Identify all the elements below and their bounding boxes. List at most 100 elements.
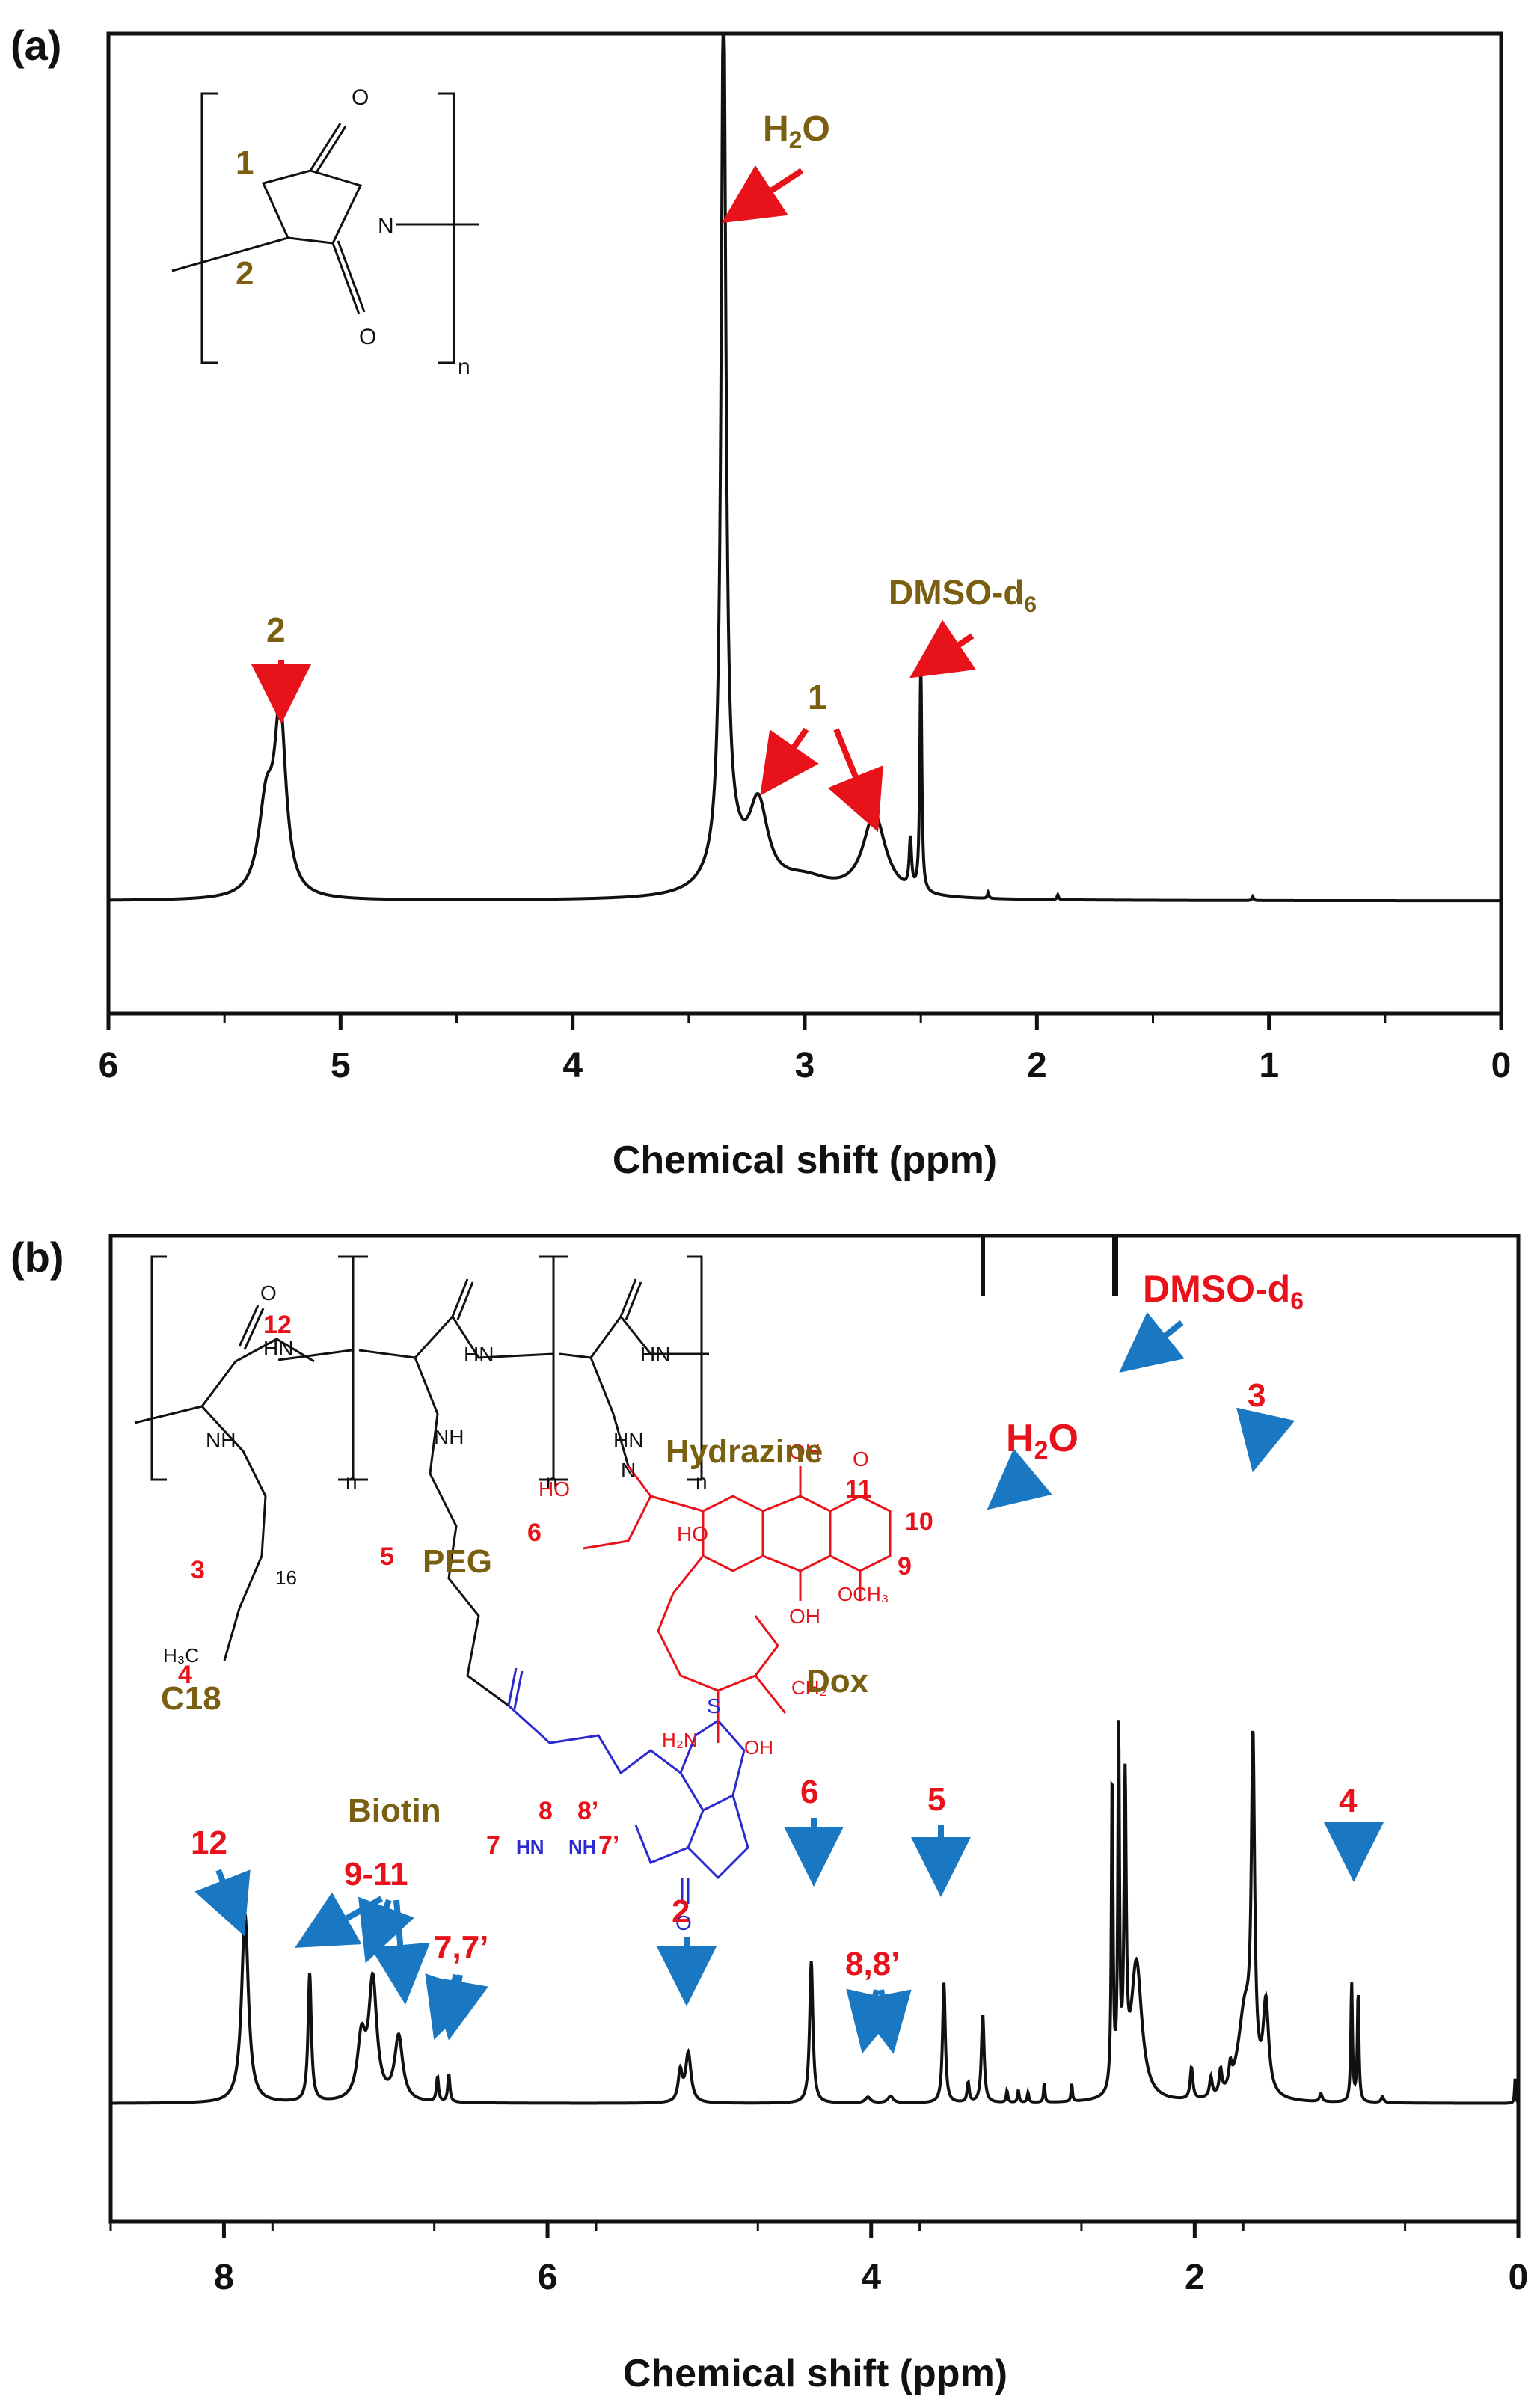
atom-o-biotin: O: [675, 1911, 692, 1934]
dox-unit: [583, 1465, 892, 1743]
succinimide-ring: [261, 169, 363, 245]
h3c: H₃C: [163, 1644, 199, 1667]
x-tick-label: 5: [331, 1046, 351, 1085]
repeat-n: n: [458, 355, 470, 379]
num-3: 3: [191, 1556, 205, 1584]
x-tick-label: 4: [562, 1046, 583, 1085]
atom-o-bottom: O: [359, 325, 376, 349]
atom-hn-n: HN: [613, 1429, 643, 1452]
panel-b-xlabel: Chemical shift (ppm): [623, 2352, 1007, 2395]
x-tick-label: 3: [795, 1046, 815, 1085]
num-11: 11: [845, 1475, 872, 1504]
x-tick-label: 8: [214, 2258, 234, 2297]
atom-n: N: [378, 214, 394, 239]
x-tick-label: 2: [1027, 1046, 1047, 1085]
a-peak-1-arrow-right: [827, 728, 883, 833]
struct-label-2: 2: [236, 255, 254, 292]
atom-nh-1: NH: [206, 1429, 236, 1452]
b-h2o-peak-top: [981, 1236, 985, 1296]
x-tick-label: 6: [538, 2258, 558, 2297]
a-dmso-label: DMSO-d6: [889, 573, 1037, 617]
b-peak-8-8p-arrow-b: [853, 1989, 912, 2054]
b-peak-12-label: 12: [191, 1825, 227, 1861]
panel-b: (b) 8 6 4 2 0 Chemical shift (ppm): [10, 1234, 1528, 2395]
num-7: 7: [486, 1831, 500, 1860]
label-hydrazine: Hydrazine: [666, 1433, 823, 1470]
struct-label-1: 1: [236, 144, 254, 181]
b-peak-4-label: 4: [1339, 1783, 1358, 1819]
a-peak-1-label: 1: [808, 678, 827, 717]
b-peak-3-label: 3: [1248, 1377, 1266, 1414]
atom-ch2: CH₂: [791, 1676, 827, 1699]
bracket-left: [200, 92, 218, 364]
panel-a-frame: [106, 31, 1503, 1016]
x-tick-label: 4: [861, 2258, 881, 2297]
panel-a-spectrum-line: [108, 32, 1501, 903]
num-10: 10: [905, 1507, 933, 1536]
b-peak-8-8p-label: 8,8’: [845, 1946, 900, 1982]
bracket-right: [438, 92, 455, 364]
atom-o-top: O: [352, 85, 369, 110]
atom-ho-2: HO: [677, 1522, 708, 1545]
a-peak-1-arrow-left: [760, 727, 819, 796]
b-peak-6-label: 6: [800, 1774, 818, 1810]
atom-hn-biotin: HN: [516, 1836, 544, 1858]
c18-unit: [134, 1255, 355, 1661]
num-4: 4: [178, 1661, 192, 1689]
b-peak-9-11-label: 9-11: [344, 1856, 408, 1893]
x-tick-label: 6: [99, 1046, 119, 1085]
repeat-n-1: n: [346, 1470, 358, 1493]
label-biotin: Biotin: [348, 1792, 441, 1829]
biotin-unit: [507, 1667, 749, 1904]
b-dmso-peak-top: [1112, 1236, 1118, 1296]
num-12: 12: [263, 1311, 292, 1339]
a-h2o-arrow: [721, 165, 804, 224]
b-h2o-label: H2O: [1006, 1417, 1079, 1465]
panel-a: (a) 6 5 4 3 2 1 0 Chemical shift (ppm) O O N n…: [10, 22, 1511, 1182]
panel-b-frame: [108, 1234, 1521, 2224]
backbone-bonds: [171, 223, 479, 272]
atom-oh-1: OH: [789, 1440, 820, 1463]
num-9: 9: [898, 1552, 912, 1581]
structure-key-labels: Hydrazine PEG C18 Biotin Dox 12 3 4 5 6 …: [161, 1311, 933, 1860]
repeat-n-3: n: [696, 1470, 708, 1493]
panel-b-annotations: DMSO-d6 H2O 3 4 12 9-11 7,7’ 2 6 5 8,8’: [191, 1268, 1384, 2054]
atom-o-1: O: [260, 1281, 277, 1305]
hydrazine-unit: [552, 1255, 709, 1481]
atom-nh-biotin: NH: [568, 1836, 597, 1858]
b-peak-8-8p-arrow-a: [846, 1988, 905, 2054]
b-peak-9-11-arrow-a: [295, 1892, 383, 1948]
panel-a-axes: 6 5 4 3 2 1 0: [99, 31, 1511, 1085]
b-peak-9-11-arrow-c: [370, 1899, 431, 2005]
atom-och3: OCH₃: [838, 1583, 889, 1605]
b-h2o-arrow: [987, 1448, 1052, 1510]
panel-b-axes: 8 6 4 2 0: [108, 1234, 1529, 2297]
a-dmso-arrow: [909, 619, 976, 678]
carbonyl-bottom: [331, 240, 366, 315]
panel-a-label: (a): [10, 22, 61, 69]
x-tick-label: 2: [1185, 2258, 1205, 2297]
x-tick-label: 1: [1259, 1046, 1279, 1085]
b-peak-12-arrow: [194, 1869, 251, 1937]
b-dmso-arrow: [1119, 1311, 1185, 1373]
label-c18: C18: [161, 1680, 221, 1717]
x-tick-label: 0: [1509, 2258, 1529, 2297]
b-peak-7-7p-arrow-b: [429, 1974, 488, 2041]
b-peak-2-label: 2: [672, 1893, 690, 1930]
atom-o-dox: O: [853, 1447, 869, 1471]
num-5: 5: [380, 1542, 394, 1571]
atom-h2n: H₂N: [662, 1729, 698, 1751]
panel-b-spectrum-line: [111, 1720, 1520, 2105]
repeat-n-2: n: [546, 1470, 558, 1493]
panel-b-structure: [134, 1255, 892, 1904]
structure-labels: HN O NH 16 H₃C n HN NH n HN HN N n S O O…: [163, 1281, 889, 1934]
atom-ho-1: HO: [539, 1477, 570, 1501]
panel-a-structure: [171, 92, 479, 364]
peg-unit: [352, 1255, 555, 1707]
atom-oh-3: OH: [744, 1736, 773, 1759]
atom-n-dox: N: [621, 1459, 636, 1482]
panel-a-xlabel: Chemical shift (ppm): [613, 1139, 997, 1182]
num-7p: 7’: [598, 1831, 619, 1860]
atom-hn-2: HN: [464, 1343, 494, 1366]
